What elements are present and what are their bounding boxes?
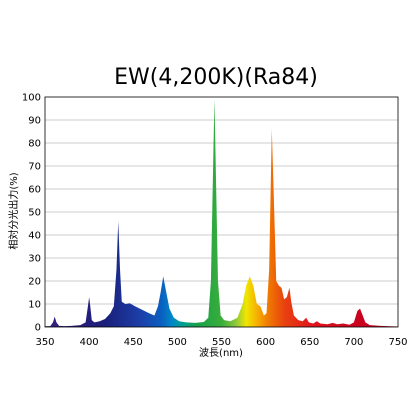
y-tick-label: 90 — [28, 116, 41, 127]
y-tick-label: 0 — [35, 323, 41, 334]
x-axis-ticks: 350 400 450 500 550 600 650 700 750 — [35, 337, 407, 348]
y-tick-label: 80 — [28, 139, 41, 150]
grid-lines — [45, 119, 398, 305]
y-tick-label: 10 — [28, 300, 41, 311]
x-tick-label: 400 — [80, 337, 99, 348]
spectrum-area — [45, 99, 398, 327]
x-axis-label: 波長(nm) — [199, 346, 243, 359]
y-axis-label: 相対分光出力(%) — [7, 172, 20, 249]
y-tick-label: 100 — [22, 93, 41, 104]
y-tick-label: 30 — [28, 254, 41, 265]
y-tick-label: 50 — [28, 208, 41, 219]
x-tick-label: 650 — [300, 337, 319, 348]
x-tick-label: 550 — [212, 337, 231, 348]
x-tick-label: 450 — [124, 337, 143, 348]
y-tick-label: 40 — [28, 231, 41, 242]
x-tick-label: 350 — [35, 337, 54, 348]
x-tick-label: 750 — [388, 337, 407, 348]
y-tick-label: 70 — [28, 162, 41, 173]
chart-title: EW(4,200K)(Ra84) — [114, 65, 318, 90]
y-tick-label: 20 — [28, 277, 41, 288]
y-axis-ticks: 0 10 20 30 40 50 60 70 80 90 100 — [22, 93, 41, 334]
y-tick-label: 60 — [28, 185, 41, 196]
plot-frame — [44, 96, 399, 328]
x-tick-label: 600 — [256, 337, 275, 348]
x-tick-label: 700 — [344, 337, 363, 348]
x-tick-label: 500 — [168, 337, 187, 348]
